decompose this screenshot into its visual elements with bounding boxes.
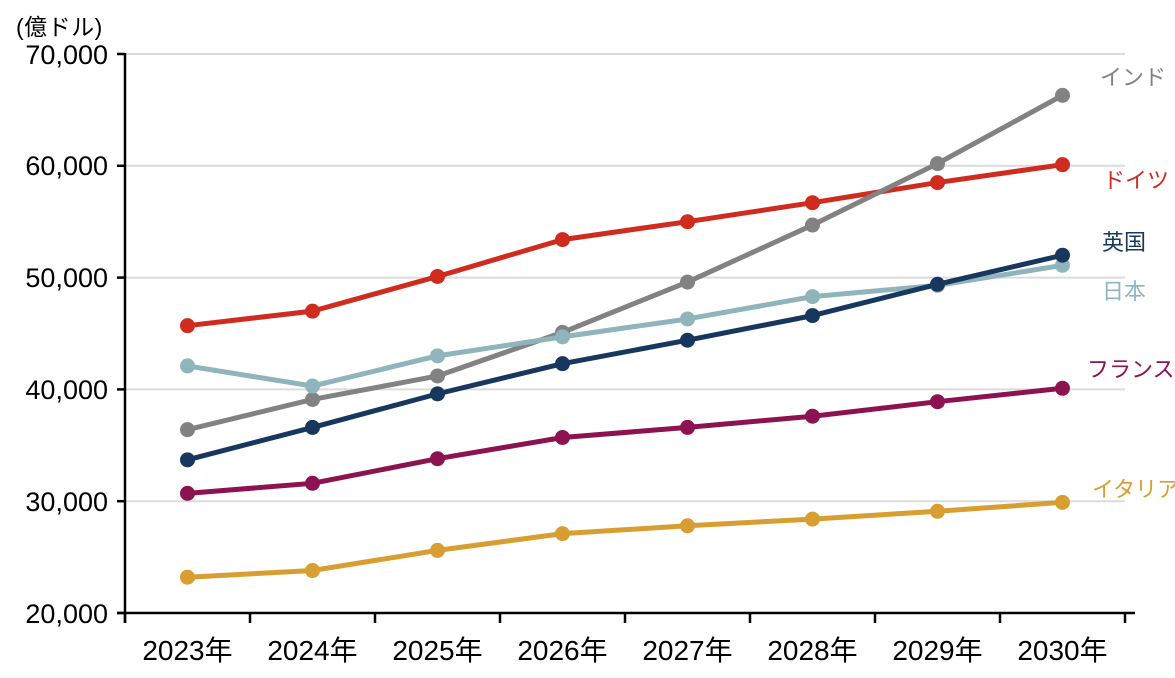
x-tick-label-2027年: 2027年 [642,635,732,666]
data-point-japan-2027年 [680,311,695,327]
data-point-india-2023年 [180,422,195,438]
data-point-italy-2024年 [305,563,320,579]
series-label-germany: ドイツ [1103,168,1169,193]
data-point-germany-2029年 [930,175,945,191]
data-point-germany-2027年 [680,214,695,230]
y-tick-label-50000: 50,000 [25,263,108,293]
data-point-uk-2030年 [1055,247,1070,263]
y-axis-unit-label: (億ドル) [16,14,103,40]
data-point-italy-2026年 [555,526,570,542]
y-tick-label-40000: 40,000 [25,375,108,405]
data-point-japan-2023年 [180,358,195,374]
x-tick-label-2030年: 2030年 [1017,635,1107,666]
x-tick-label-2029年: 2029年 [892,635,982,666]
x-tick-label-2028年: 2028年 [767,635,857,666]
x-tick-label-2025年: 2025年 [392,635,482,666]
data-point-france-2027年 [680,419,695,435]
data-point-uk-2024年 [305,419,320,435]
data-point-india-2024年 [305,391,320,407]
data-point-uk-2028年 [805,308,820,324]
data-point-germany-2025年 [430,268,445,284]
data-point-japan-2028年 [805,289,820,305]
series-line-germany [185,162,1065,329]
data-point-france-2030年 [1055,380,1070,396]
data-point-germany-2026年 [555,232,570,248]
x-tick-label-2023年: 2023年 [142,635,232,666]
data-point-france-2024年 [305,475,320,491]
x-tick-label-2026年: 2026年 [517,635,607,666]
data-point-india-2025年 [430,368,445,384]
series-uk: 英国 [180,230,1146,468]
data-point-uk-2029年 [930,276,945,292]
series-label-india: インド [1100,65,1166,90]
data-point-france-2028年 [805,408,820,424]
data-point-germany-2023年 [180,318,195,334]
data-point-france-2025年 [430,451,445,467]
y-tick-label-30000: 30,000 [25,487,108,517]
data-point-italy-2023年 [180,569,195,585]
series-germany: ドイツ [180,157,1169,334]
data-point-uk-2025年 [430,386,445,402]
data-point-india-2028年 [805,217,820,233]
data-point-italy-2029年 [930,503,945,519]
x-tick-label-2024年: 2024年 [267,635,357,666]
series-label-uk: 英国 [1102,230,1146,255]
data-point-japan-2024年 [305,378,320,394]
data-point-italy-2028年 [805,511,820,527]
series-italy: イタリア [180,477,1175,585]
series-france: フランス [180,357,1175,501]
data-point-india-2029年 [930,156,945,172]
series-label-japan: 日本 [1102,279,1146,304]
data-point-india-2027年 [680,274,695,290]
series-label-italy: イタリア [1092,477,1175,502]
data-point-japan-2025年 [430,348,445,364]
data-point-uk-2026年 [555,356,570,372]
data-point-italy-2025年 [430,542,445,558]
y-tick-label-70000: 70,000 [25,40,108,70]
series-line-france [185,385,1065,496]
data-point-italy-2027年 [680,518,695,534]
data-point-germany-2024年 [305,303,320,319]
data-point-italy-2030年 [1055,494,1070,510]
series-line-india [185,92,1065,433]
data-point-germany-2030年 [1055,157,1070,173]
data-point-uk-2023年 [180,452,195,468]
data-point-india-2030年 [1055,87,1070,103]
data-point-france-2023年 [180,485,195,501]
data-point-france-2029年 [930,394,945,410]
series-india: インド [180,65,1166,438]
data-point-germany-2028年 [805,195,820,211]
series-line-italy [185,499,1065,580]
data-point-japan-2026年 [555,329,570,345]
y-tick-label-60000: 60,000 [25,151,108,181]
data-point-france-2026年 [555,429,570,445]
data-point-uk-2027年 [680,332,695,348]
series-line-uk [185,252,1065,463]
y-tick-label-20000: 20,000 [25,599,108,629]
series-label-france: フランス [1087,357,1175,382]
